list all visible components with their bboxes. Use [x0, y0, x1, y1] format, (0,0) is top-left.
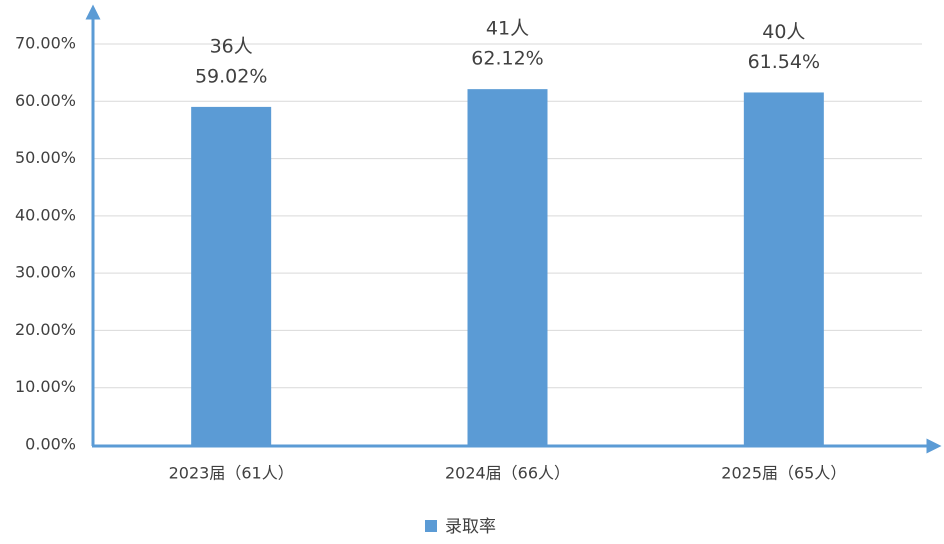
y-tick-label: 50.00% — [15, 148, 76, 167]
y-tick-label: 70.00% — [15, 34, 76, 53]
y-tick-label: 0.00% — [25, 435, 76, 454]
count-label: 40人 — [762, 21, 805, 43]
data-label: 62.12% — [471, 48, 543, 70]
y-tick-label: 40.00% — [15, 205, 76, 224]
bar — [467, 89, 548, 445]
data-label: 61.54% — [748, 51, 820, 73]
y-tick-label: 30.00% — [15, 263, 76, 282]
y-tick-label: 20.00% — [15, 320, 76, 339]
y-tick-label: 60.00% — [15, 91, 76, 110]
bar — [191, 106, 272, 445]
y-tick-label: 10.00% — [15, 377, 76, 396]
legend-label: 录取率 — [445, 517, 496, 537]
data-label: 59.02% — [195, 65, 267, 87]
count-label: 41人 — [486, 18, 529, 40]
legend-swatch — [425, 520, 437, 532]
count-label: 36人 — [210, 35, 253, 57]
x-tick-label: 2024届（66人） — [445, 464, 570, 483]
bar — [743, 92, 824, 445]
x-tick-label: 2023届（61人） — [169, 464, 294, 483]
x-tick-label: 2025届（65人） — [721, 464, 846, 483]
